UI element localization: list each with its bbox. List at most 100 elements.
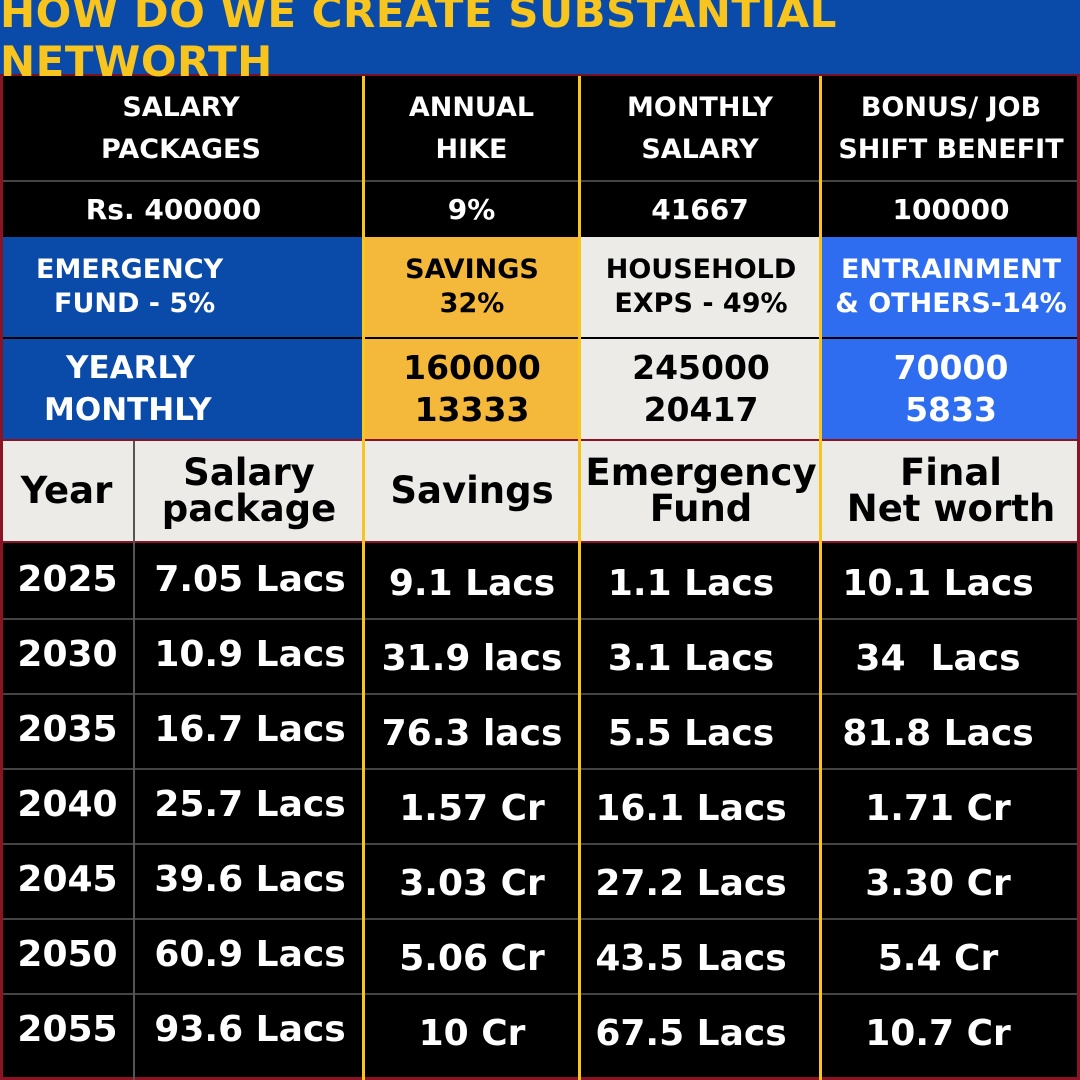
category-entertainment: ENTRAINMENT & OTHERS-14% xyxy=(822,237,1080,337)
table-row-2045-networth: 3.30 Cr xyxy=(865,863,1011,904)
table-row-2050-savings: 5.06 Cr xyxy=(399,938,545,979)
amount-line: 20417 xyxy=(643,390,759,429)
table-row-2030-emergency: 3.1 Lacs xyxy=(607,638,775,679)
header-line: MONTHLY xyxy=(627,92,773,123)
category-line: HOUSEHOLD xyxy=(605,254,797,285)
category-line: FUND - 5% xyxy=(54,288,216,319)
header-line: PACKAGES xyxy=(101,134,261,165)
table-row-2025-networth: 10.1 Lacs xyxy=(842,563,1034,604)
column-header-line: package xyxy=(161,487,337,530)
header-salary-packages: SALARY PACKAGES xyxy=(0,78,362,180)
table-row-2030-savings: 31.9 lacs xyxy=(381,638,563,679)
table-row-2030-salary: 10.9 Lacs xyxy=(154,634,346,675)
divider xyxy=(0,439,1080,441)
amount-line: YEARLY xyxy=(66,350,195,386)
amount-line: 160000 xyxy=(403,348,541,387)
amount-label: YEARLY MONTHLY xyxy=(0,339,365,439)
amount-entertainment: 70000 5833 xyxy=(822,339,1080,439)
category-line: EMERGENCY xyxy=(36,254,224,285)
divider xyxy=(0,180,1080,182)
table-row-2045-savings: 3.03 Cr xyxy=(399,863,545,904)
column-header-line: Year xyxy=(20,469,113,512)
divider xyxy=(0,618,1080,620)
table-row-2055-year: 2055 xyxy=(17,1009,118,1050)
table-row-2030-networth: 34 Lacs xyxy=(855,638,1021,679)
category-line: & OTHERS-14% xyxy=(835,288,1067,319)
divider xyxy=(0,1077,1080,1080)
amount-household: 245000 20417 xyxy=(581,339,821,439)
category-line: SAVINGS xyxy=(405,254,539,285)
category-line: EXPS - 49% xyxy=(614,288,788,319)
header-line: ANNUAL xyxy=(408,92,535,123)
amount-line: 13333 xyxy=(414,390,530,429)
value-annual-hike: 9% xyxy=(447,192,496,226)
table-row-2025-emergency: 1.1 Lacs xyxy=(607,563,775,604)
amount-savings: 160000 13333 xyxy=(365,339,579,439)
table-row-2050-year: 2050 xyxy=(17,934,118,975)
table-row-2025-salary: 7.05 Lacs xyxy=(154,559,346,600)
category-savings: SAVINGS 32% xyxy=(365,237,579,337)
table-row-2035-savings: 76.3 lacs xyxy=(381,713,563,754)
column-divider xyxy=(362,76,365,1080)
table-row-2040-savings: 1.57 Cr xyxy=(399,788,545,829)
column-header-line: Emergency xyxy=(585,451,817,494)
table-row-2030-year: 2030 xyxy=(17,634,118,675)
table-row-2040-year: 2040 xyxy=(17,784,118,825)
table-row-2055-savings: 10 Cr xyxy=(418,1013,526,1054)
column-header-year: Year xyxy=(0,441,133,541)
amount-line: MONTHLY xyxy=(44,392,212,428)
divider xyxy=(0,76,3,1080)
table-row-2045-salary: 39.6 Lacs xyxy=(154,859,346,900)
category-line: 32% xyxy=(439,288,505,319)
table-row-2040-salary: 25.7 Lacs xyxy=(154,784,346,825)
table-row-2040-emergency: 16.1 Lacs xyxy=(595,788,787,829)
value-salary-package: Rs. 400000 xyxy=(85,192,262,226)
column-header-savings: Savings xyxy=(365,441,579,541)
header-line: HIKE xyxy=(435,134,508,165)
divider xyxy=(1077,76,1080,1080)
amount-line: 245000 xyxy=(632,348,770,387)
amount-line: 70000 xyxy=(893,348,1009,387)
column-header-line: Net worth xyxy=(846,487,1056,530)
column-divider xyxy=(578,76,581,1080)
divider xyxy=(0,918,1080,920)
column-header-line: Savings xyxy=(390,469,554,512)
divider xyxy=(0,843,1080,845)
value-bonus: 100000 xyxy=(892,192,1010,226)
header-line: SHIFT BENEFIT xyxy=(838,134,1064,165)
table-row-2035-networth: 81.8 Lacs xyxy=(842,713,1034,754)
table-row-2055-networth: 10.7 Cr xyxy=(865,1013,1011,1054)
table-row-2045-emergency: 27.2 Lacs xyxy=(595,863,787,904)
header-line: SALARY xyxy=(122,92,240,123)
table-row-2050-networth: 5.4 Cr xyxy=(877,938,999,979)
column-header-net-worth: Final Net worth xyxy=(822,441,1080,541)
value-monthly-salary: 41667 xyxy=(651,192,749,226)
column-header-line: Final xyxy=(900,451,1002,494)
header-monthly-salary: MONTHLY SALARY xyxy=(581,78,819,180)
table-row-2045-year: 2045 xyxy=(17,859,118,900)
table-row-2035-emergency: 5.5 Lacs xyxy=(607,713,775,754)
table-row-2035-year: 2035 xyxy=(17,709,118,750)
category-line: ENTRAINMENT xyxy=(840,254,1062,285)
header-bonus: BONUS/ JOB SHIFT BENEFIT xyxy=(822,78,1080,180)
column-header-salary-package: Salary package xyxy=(135,441,363,541)
header-line: BONUS/ JOB xyxy=(860,92,1042,123)
column-header-emergency-fund: Emergency Fund xyxy=(581,441,821,541)
page-title: HOW DO WE CREATE SUBSTANTIAL NETWORTH xyxy=(0,0,1080,86)
column-divider xyxy=(819,76,822,1080)
table-row-2055-emergency: 67.5 Lacs xyxy=(595,1013,787,1054)
category-household: HOUSEHOLD EXPS - 49% xyxy=(581,237,821,337)
header-line: SALARY xyxy=(641,134,759,165)
divider xyxy=(0,541,1080,543)
table-row-2050-emergency: 43.5 Lacs xyxy=(595,938,787,979)
table-row-2025-year: 2025 xyxy=(17,559,118,600)
category-emergency-fund: EMERGENCY FUND - 5% xyxy=(0,237,365,337)
divider xyxy=(0,768,1080,770)
table-row-2050-salary: 60.9 Lacs xyxy=(154,934,346,975)
column-divider xyxy=(133,441,135,1080)
table-row-2055-salary: 93.6 Lacs xyxy=(154,1009,346,1050)
divider xyxy=(0,693,1080,695)
table-row-2025-savings: 9.1 Lacs xyxy=(388,563,556,604)
header-annual-hike: ANNUAL HIKE xyxy=(365,78,578,180)
